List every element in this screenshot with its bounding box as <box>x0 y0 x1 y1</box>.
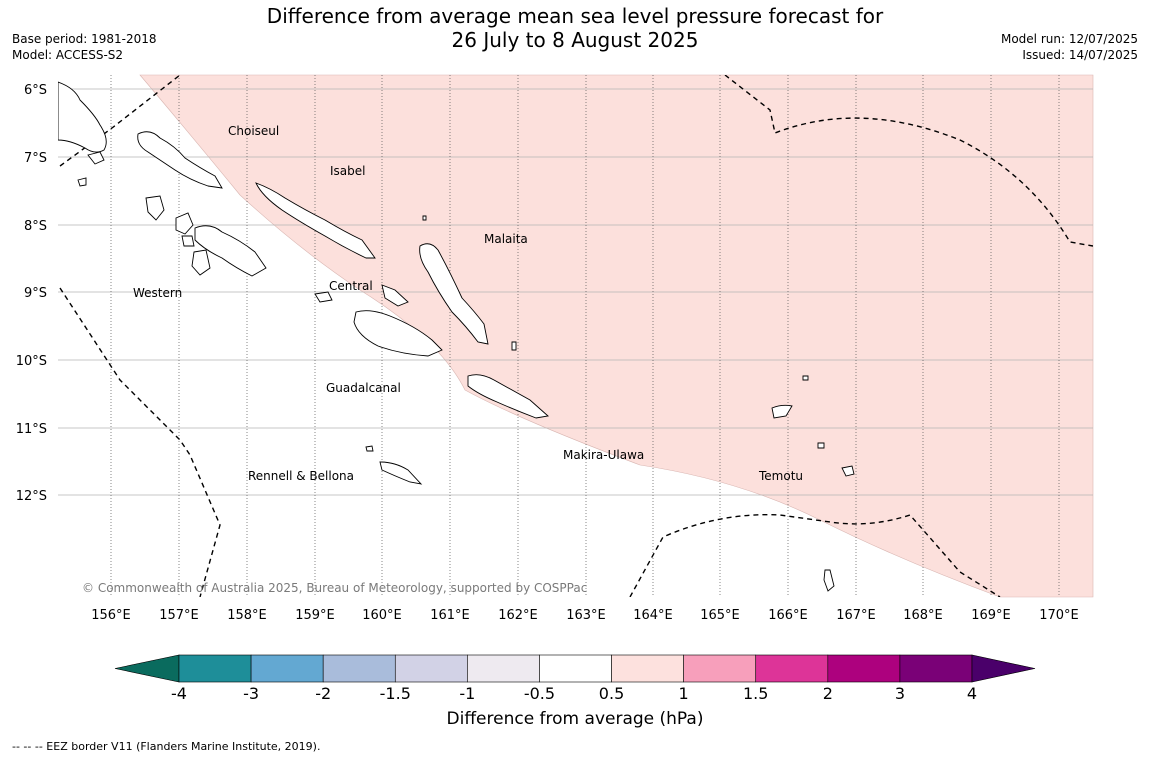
colorbar-tick-label: 1.5 <box>742 684 769 703</box>
lon-label: 169°E <box>971 608 1011 623</box>
region-label-rennell-bellona: Rennell & Bellona <box>248 469 354 483</box>
lon-label: 164°E <box>633 608 673 623</box>
eez-border <box>59 75 1093 597</box>
lon-label: 168°E <box>903 608 943 623</box>
region-label-central: Central <box>329 279 373 293</box>
colorbar-tick-label: 1 <box>678 684 689 703</box>
colorbar-tick-label: 2 <box>822 684 833 703</box>
lon-label: 165°E <box>700 608 740 623</box>
title-line-1: Difference from average mean sea level p… <box>266 4 884 28</box>
lon-label: 158°E <box>227 608 267 623</box>
region-label-temotu: Temotu <box>758 469 803 483</box>
colorbar <box>114 654 1036 683</box>
model-name: Model: ACCESS-S2 <box>12 48 124 62</box>
meta-right: Model run: 12/07/2025 Issued: 14/07/2025 <box>1001 31 1138 63</box>
lon-label: 170°E <box>1039 608 1079 623</box>
colorbar-segment <box>322 654 396 683</box>
colorbar-tick-label: 4 <box>966 684 978 703</box>
lat-label: 11°S <box>16 422 47 437</box>
coastlines <box>58 81 855 592</box>
lon-label: 160°E <box>362 608 402 623</box>
copyright-text: © Commonwealth of Australia 2025, Bureau… <box>82 581 587 595</box>
colorbar-tick-label: -1.5 <box>379 684 411 703</box>
region-label-western: Western <box>133 286 182 300</box>
meta-left: Base period: 1981-2018 Model: ACCESS-S2 <box>12 31 157 63</box>
colorbar-tick-label: 3 <box>894 684 905 703</box>
base-period: Base period: 1981-2018 <box>12 32 157 46</box>
lon-label: 161°E <box>430 608 470 623</box>
colorbar-tick-label: -0.5 <box>523 684 556 703</box>
colorbar-extend-low <box>114 654 180 683</box>
lon-label: 167°E <box>836 608 876 623</box>
region-label-makira-ulawa: Makira-Ulawa <box>563 448 644 462</box>
colorbar-title: Difference from average (hPa) <box>446 709 704 729</box>
region-label-malaita: Malaita <box>484 232 528 246</box>
colorbar-segment <box>539 654 612 683</box>
lat-label: 6°S <box>24 83 47 98</box>
lon-label: 163°E <box>566 608 606 623</box>
lon-gridlines <box>110 75 1060 597</box>
lat-label: 9°S <box>24 286 47 301</box>
lat-gridlines <box>58 88 1093 496</box>
colorbar-tick-label: -4 <box>171 684 187 703</box>
region-label-guadalcanal: Guadalcanal <box>326 381 401 395</box>
colorbar-tick-label: 0.5 <box>598 684 625 703</box>
region-label-choiseul: Choiseul <box>228 124 279 138</box>
colorbar-segment <box>683 654 757 683</box>
lon-label: 166°E <box>768 608 808 623</box>
region-label-isabel: Isabel <box>330 164 365 178</box>
colorbar-segment <box>178 654 252 683</box>
anomaly-region <box>139 74 1094 598</box>
colorbar-segment <box>611 654 684 683</box>
eez-footnote: -- -- -- EEZ border V11 (Flanders Marine… <box>12 740 321 753</box>
colorbar-segment <box>467 654 540 683</box>
title-line-2: 26 July to 8 August 2025 <box>451 28 699 52</box>
model-run: Model run: 12/07/2025 <box>1000 32 1138 46</box>
lon-label: 156°E <box>91 608 131 623</box>
lat-label: 8°S <box>24 219 47 234</box>
colorbar-segment <box>899 654 973 683</box>
lat-label: 7°S <box>24 151 47 166</box>
colorbar-segment <box>250 654 324 683</box>
lon-label: 162°E <box>498 608 538 623</box>
colorbar-segment <box>755 654 829 683</box>
colorbar-segment <box>827 654 901 683</box>
lat-label: 10°S <box>16 354 47 369</box>
issued-date: Issued: 14/07/2025 <box>1022 48 1138 62</box>
colorbar-tick-label: -1 <box>459 684 476 703</box>
colorbar-extend-high <box>971 654 1036 683</box>
lon-label: 157°E <box>159 608 199 623</box>
colorbar-segment <box>394 654 468 683</box>
colorbar-tick-label: -2 <box>315 684 332 703</box>
lon-label: 159°E <box>295 608 335 623</box>
colorbar-tick-label: -3 <box>243 684 260 703</box>
lat-label: 12°S <box>16 489 47 504</box>
